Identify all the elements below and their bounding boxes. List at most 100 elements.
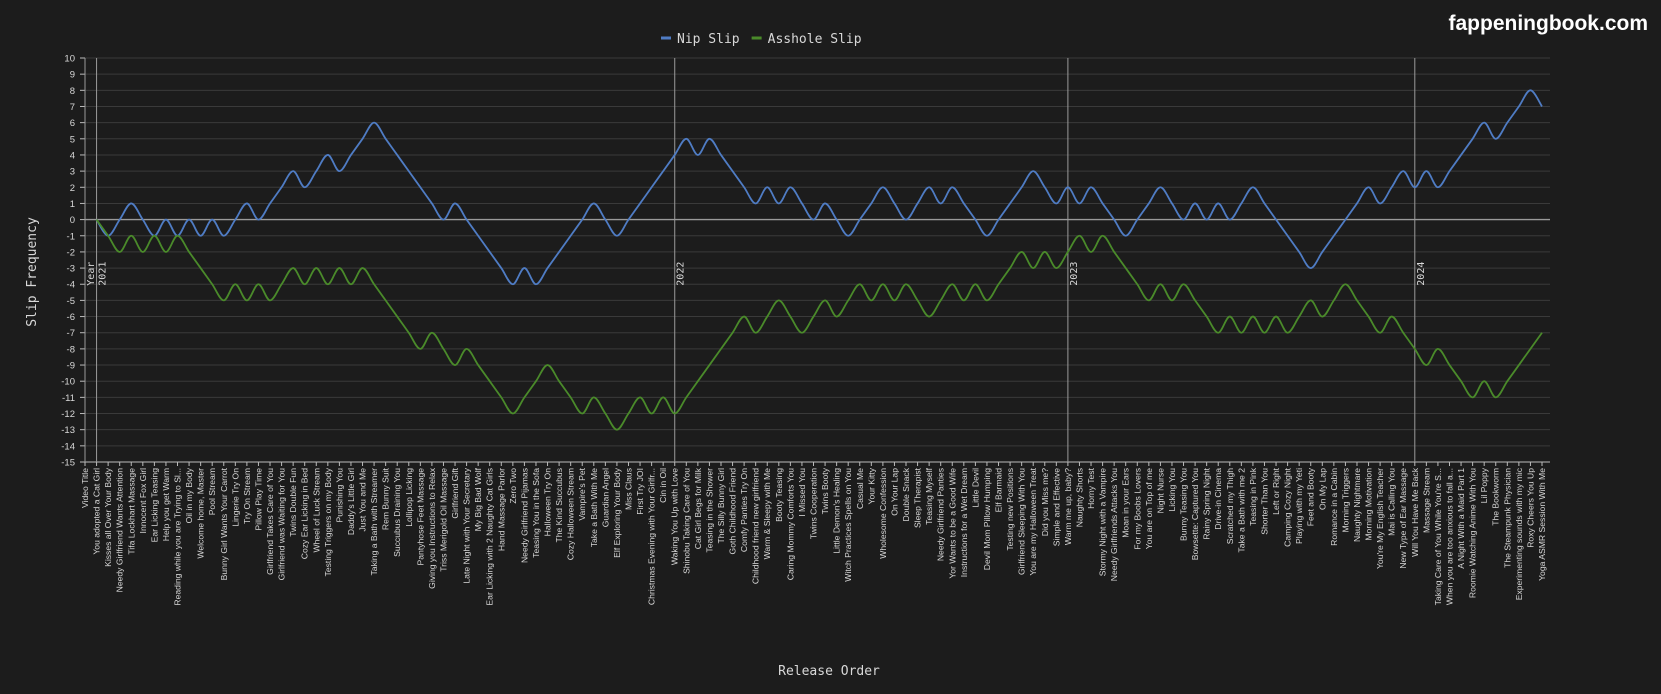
- x-tick-label: Wholesome Confession: [878, 468, 888, 559]
- x-tick-label: Bunny Girl Wants Your Carrot: [219, 467, 229, 580]
- x-tick-label: Roomie Watching Anime With You: [1468, 468, 1478, 598]
- y-tick-label: 7: [70, 102, 75, 113]
- x-tick-label: Horny Test: [1086, 467, 1096, 509]
- y-tick-label: -8: [67, 344, 75, 355]
- x-tick-label: Elf Barmaid: [994, 468, 1004, 513]
- legend-label: Asshole Slip: [768, 32, 862, 47]
- y-tick-label: -3: [67, 264, 75, 275]
- y-tick-label: 3: [70, 167, 75, 178]
- x-tick-label: You adopted a Cat Girl: [92, 468, 102, 555]
- y-tick-label: 10: [64, 54, 75, 65]
- x-tick-label: Video Title: [80, 468, 90, 508]
- y-tick-label: -13: [61, 425, 75, 436]
- x-tick-label: The Bookworm: [1491, 468, 1501, 526]
- x-tick-label: Waking You Up with Love: [670, 468, 680, 565]
- x-tick-label: Licking You: [1167, 468, 1177, 512]
- x-tick-label: Little Devil: [970, 468, 980, 508]
- x-tick-label: Mai is Calling You: [1387, 468, 1397, 536]
- series-line: [95, 89, 1543, 286]
- x-tick-label: Yor Wants to be a Good Wife: [947, 468, 957, 579]
- x-tick-label: On Your Lap: [889, 468, 899, 516]
- x-tick-label: Welcome home, Master: [196, 468, 206, 559]
- x-tick-label: Teasing in Pink: [1248, 467, 1258, 526]
- x-tick-label: The Silly Bunny Girl: [716, 468, 726, 544]
- x-tick-label: When you are too anxious to fall a...: [1444, 468, 1454, 605]
- y-tick-label: -12: [61, 409, 75, 420]
- x-tick-label: Innocent Fox Girl: [138, 468, 148, 534]
- x-tick-label: Punishing You: [334, 468, 344, 523]
- x-tick-label: My Big Bad Wolf: [473, 467, 483, 531]
- x-tick-label: Kisses all Over Your Body: [103, 467, 113, 567]
- x-tick-label: Teasing You in the Sofa: [531, 468, 541, 558]
- x-tick-label: Christmas Evening with Your Girlfr...: [647, 468, 657, 605]
- x-tick-label: Hand Massage Parlor: [496, 468, 506, 551]
- x-tick-label: Instructions for a Wet Dream: [959, 468, 969, 577]
- x-tick-label: Lil Poppy: [1479, 467, 1489, 503]
- x-tick-label: Childhood friend new girlfriend: [751, 468, 761, 584]
- y-axis-title: Slip Frequency: [25, 217, 40, 327]
- x-tick-label: Pool Stream: [207, 468, 217, 515]
- x-tick-label: Miss Claus: [623, 468, 633, 510]
- x-tick-label: Cat Girl Begs for Milk: [693, 467, 703, 549]
- x-tick-label: Cin in Oil: [658, 468, 668, 503]
- year-label: 2022: [676, 262, 687, 286]
- x-tick-label: Needy Girlfriend Wants Attention: [115, 468, 125, 593]
- x-tick-label: Goth Childhood Friend: [728, 468, 738, 555]
- x-tick-label: Succubus Draining You: [392, 468, 402, 557]
- x-tick-label: Testing Triggers on my Body: [323, 467, 333, 576]
- x-tick-label: You're My English Teacher: [1375, 468, 1385, 569]
- x-tick-label: Shorter Than You: [1259, 468, 1269, 535]
- x-tick-label: Cozy Halloween Stream: [566, 468, 576, 560]
- x-axis-title: Release Order: [778, 664, 880, 679]
- x-tick-label: Comfy Panties Try On: [739, 468, 749, 552]
- series-line: [95, 219, 1543, 431]
- x-tick-label: Wheel of Luck Stream: [311, 468, 321, 553]
- x-tick-label: Late Night with Your Secretary: [462, 467, 472, 583]
- x-tick-label: Romance in a Cabin: [1329, 468, 1339, 546]
- x-tick-label: Feet and Booty: [1306, 467, 1316, 526]
- x-tick-label: Rainy Spring Night: [1202, 467, 1212, 539]
- y-tick-label: 4: [70, 150, 75, 161]
- x-tick-label: First Try JOI: [635, 468, 645, 515]
- x-tick-label: Scratched my Thigh: [1225, 468, 1235, 544]
- year-label: 2024: [1416, 262, 1427, 286]
- x-tick-label: Needy Girlfriend Panties: [936, 468, 946, 561]
- x-tick-label: Moan in your Ears: [1121, 468, 1131, 538]
- x-tick-label: Halloween Try On: [543, 468, 553, 537]
- x-tick-label: Vampire's Pet: [577, 467, 587, 520]
- x-tick-label: Warm & Sleepy with Me: [762, 468, 772, 560]
- x-tick-label: Your Kitty: [866, 467, 876, 504]
- x-tick-label: Pillow Play Time: [253, 468, 263, 531]
- x-tick-label: Triss Merigold Oil Massage: [438, 468, 448, 572]
- x-tick-label: Giving you Instructions to Relax: [427, 467, 437, 589]
- x-tick-label: Did you Miss me?: [1040, 468, 1050, 537]
- y-tick-label: 0: [70, 215, 75, 226]
- year-label: 2021: [98, 262, 109, 286]
- x-tick-label: Sleep Therapist: [913, 467, 923, 528]
- y-tick-label: -10: [61, 377, 75, 388]
- x-tick-label: Tifa Lockhart Massage: [126, 468, 136, 555]
- brand: fappeningbook.com: [1449, 12, 1649, 35]
- y-tick-label: 2: [70, 183, 75, 194]
- x-tick-label: Guardian Angel: [600, 468, 610, 527]
- x-tick-label: Twins Double Fun: [288, 468, 298, 537]
- y-tick-label: 8: [70, 86, 75, 97]
- y-tick-label: -1: [67, 231, 75, 242]
- x-tick-label: Warm me up, baby?: [1063, 468, 1073, 545]
- y-tick-label: -11: [62, 393, 75, 404]
- x-tick-label: Bunny Teasing You: [1179, 468, 1189, 541]
- x-tick-label: Naughty Shorts: [1074, 468, 1084, 527]
- x-tick-label: Massage Stream: [1421, 468, 1431, 533]
- x-tick-label: Lollipop Licking: [404, 468, 414, 527]
- y-tick-label: -9: [67, 361, 75, 372]
- x-tick-label: Help you get Warm: [161, 468, 171, 541]
- x-tick-label: A Night With a Maid Part 1: [1456, 468, 1466, 569]
- x-tick-label: Girlfriend was Waiting for You: [277, 468, 287, 581]
- x-tick-label: Try On Stream: [242, 468, 252, 524]
- x-tick-label: Girlfriend Sleeping With You: [1017, 468, 1027, 575]
- x-tick-label: Ear Licking with 2 Naughty Cat Girls: [485, 468, 495, 606]
- x-tick-label: Take a Bath With Me: [589, 468, 599, 548]
- x-tick-label: Girlfriend Gift: [450, 467, 460, 518]
- x-tick-label: Camping Cozy Night: [1283, 467, 1293, 546]
